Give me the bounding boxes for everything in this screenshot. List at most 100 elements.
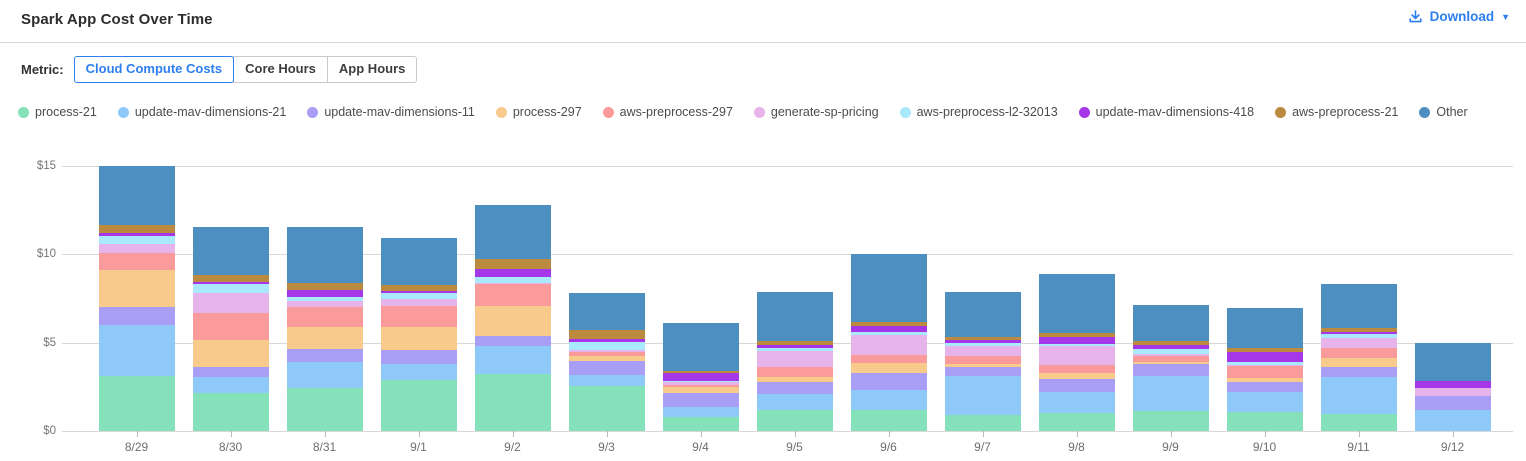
bar-segment-update-mav-dimensions-418[interactable] — [756, 345, 833, 348]
bar-segment-process-297[interactable] — [380, 326, 457, 351]
bar-segment-generate-sp-pricing[interactable] — [1226, 364, 1303, 366]
bar-segment-aws-preprocess-297[interactable] — [944, 355, 1021, 365]
bar-segment-aws-preprocess-l2-32013[interactable] — [1038, 344, 1115, 346]
bar-segment-generate-sp-pricing[interactable] — [1038, 345, 1115, 365]
bar-segment-process-297[interactable] — [1132, 361, 1209, 365]
bar-8-31[interactable] — [286, 227, 363, 431]
bar-segment-process-21[interactable] — [192, 393, 269, 431]
bar-segment-aws-preprocess-l2-32013[interactable] — [474, 276, 551, 284]
bar-segment-generate-sp-pricing[interactable] — [944, 345, 1021, 356]
bar-segment-update-mav-dimensions-21[interactable] — [1132, 375, 1209, 412]
bar-9-4[interactable] — [662, 322, 739, 431]
bar-segment-other[interactable] — [568, 293, 645, 330]
download-button[interactable]: Download ▼ — [1408, 9, 1510, 24]
bar-segment-update-mav-dimensions-418[interactable] — [286, 289, 363, 297]
bar-segment-other[interactable] — [1414, 342, 1491, 382]
bar-segment-process-297[interactable] — [98, 270, 175, 307]
bar-segment-aws-preprocess-297[interactable] — [474, 284, 551, 307]
bar-segment-aws-preprocess-21[interactable] — [568, 329, 645, 339]
bar-segment-process-21[interactable] — [474, 374, 551, 431]
bar-segment-update-mav-dimensions-11[interactable] — [192, 366, 269, 377]
bar-9-10[interactable] — [1226, 308, 1303, 431]
bar-segment-aws-preprocess-l2-32013[interactable] — [1132, 349, 1209, 355]
bar-segment-process-297[interactable] — [286, 326, 363, 349]
bar-segment-process-297[interactable] — [662, 387, 739, 394]
bar-segment-update-mav-dimensions-11[interactable] — [850, 373, 927, 391]
bar-segment-update-mav-dimensions-21[interactable] — [474, 346, 551, 375]
bar-segment-generate-sp-pricing[interactable] — [568, 350, 645, 353]
bar-segment-aws-preprocess-l2-32013[interactable] — [1226, 361, 1303, 365]
bar-segment-aws-preprocess-21[interactable] — [474, 259, 551, 270]
bar-segment-process-21[interactable] — [98, 376, 175, 431]
bar-segment-update-mav-dimensions-418[interactable] — [1226, 352, 1303, 362]
bar-9-1[interactable] — [380, 237, 457, 431]
legend-item-aws-preprocess-297[interactable]: aws-preprocess-297 — [602, 105, 733, 119]
bar-segment-update-mav-dimensions-11[interactable] — [756, 381, 833, 395]
bar-segment-update-mav-dimensions-11[interactable] — [944, 366, 1021, 376]
bar-segment-update-mav-dimensions-418[interactable] — [944, 340, 1021, 344]
bar-segment-aws-preprocess-297[interactable] — [756, 366, 833, 377]
bar-9-6[interactable] — [850, 254, 927, 431]
bar-segment-other[interactable] — [662, 322, 739, 371]
bar-segment-aws-preprocess-21[interactable] — [850, 321, 927, 326]
bar-segment-process-21[interactable] — [756, 409, 833, 431]
metric-tab-core-hours[interactable]: Core Hours — [233, 56, 328, 83]
bar-segment-update-mav-dimensions-418[interactable] — [192, 281, 269, 285]
bar-segment-update-mav-dimensions-21[interactable] — [1226, 392, 1303, 413]
legend-item-other[interactable]: Other — [1419, 105, 1468, 119]
bar-segment-process-21[interactable] — [286, 388, 363, 431]
legend-item-update-mav-dimensions-418[interactable]: update-mav-dimensions-418 — [1078, 105, 1254, 119]
bar-segment-aws-preprocess-l2-32013[interactable] — [756, 347, 833, 352]
bar-segment-update-mav-dimensions-418[interactable] — [568, 338, 645, 343]
bar-segment-update-mav-dimensions-11[interactable] — [1414, 395, 1491, 411]
bar-segment-generate-sp-pricing[interactable] — [380, 299, 457, 306]
bar-segment-update-mav-dimensions-11[interactable] — [1320, 366, 1397, 377]
bar-9-11[interactable] — [1320, 284, 1397, 431]
bar-segment-process-297[interactable] — [568, 355, 645, 362]
bar-segment-generate-sp-pricing[interactable] — [98, 243, 175, 253]
bar-9-2[interactable] — [474, 204, 551, 431]
bar-segment-update-mav-dimensions-21[interactable] — [662, 406, 739, 417]
bar-segment-update-mav-dimensions-21[interactable] — [756, 394, 833, 410]
bar-segment-generate-sp-pricing[interactable] — [850, 335, 927, 356]
bar-segment-update-mav-dimensions-418[interactable] — [474, 269, 551, 277]
bar-segment-aws-preprocess-297[interactable] — [1132, 355, 1209, 362]
bar-segment-aws-preprocess-l2-32013[interactable] — [662, 380, 739, 383]
bar-segment-generate-sp-pricing[interactable] — [756, 351, 833, 367]
bar-segment-update-mav-dimensions-418[interactable] — [1132, 345, 1209, 350]
bar-segment-other[interactable] — [98, 165, 175, 226]
bar-segment-aws-preprocess-l2-32013[interactable] — [380, 293, 457, 300]
bar-segment-aws-preprocess-297[interactable] — [850, 355, 927, 364]
bar-segment-aws-preprocess-l2-32013[interactable] — [1320, 334, 1397, 339]
legend-item-update-mav-dimensions-21[interactable]: update-mav-dimensions-21 — [117, 105, 286, 119]
bar-segment-aws-preprocess-l2-32013[interactable] — [286, 296, 363, 301]
bar-9-3[interactable] — [568, 293, 645, 431]
bar-segment-process-21[interactable] — [662, 416, 739, 431]
bar-segment-update-mav-dimensions-11[interactable] — [1226, 381, 1303, 393]
bar-segment-process-297[interactable] — [1038, 373, 1115, 380]
bar-segment-update-mav-dimensions-21[interactable] — [850, 390, 927, 410]
bar-segment-aws-preprocess-l2-32013[interactable] — [98, 236, 175, 244]
bar-segment-aws-preprocess-l2-32013[interactable] — [944, 343, 1021, 346]
bar-8-30[interactable] — [192, 227, 269, 431]
bar-segment-other[interactable] — [1226, 308, 1303, 349]
bar-segment-aws-preprocess-297[interactable] — [568, 352, 645, 356]
bar-segment-other[interactable] — [380, 237, 457, 285]
bar-segment-other[interactable] — [944, 292, 1021, 337]
bar-segment-generate-sp-pricing[interactable] — [192, 292, 269, 314]
bar-segment-update-mav-dimensions-21[interactable] — [1414, 410, 1491, 431]
bar-segment-aws-preprocess-297[interactable] — [1320, 347, 1397, 358]
bar-segment-other[interactable] — [1038, 274, 1115, 334]
bar-segment-update-mav-dimensions-21[interactable] — [944, 375, 1021, 415]
bar-segment-aws-preprocess-297[interactable] — [662, 384, 739, 388]
bar-segment-aws-preprocess-21[interactable] — [1226, 348, 1303, 353]
bar-segment-process-297[interactable] — [474, 306, 551, 337]
bar-segment-update-mav-dimensions-418[interactable] — [1038, 336, 1115, 345]
legend-item-generate-sp-pricing[interactable]: generate-sp-pricing — [753, 105, 879, 119]
bar-segment-update-mav-dimensions-21[interactable] — [192, 376, 269, 394]
metric-tab-app-hours[interactable]: App Hours — [326, 56, 418, 83]
bar-segment-update-mav-dimensions-418[interactable] — [380, 291, 457, 294]
bar-segment-aws-preprocess-21[interactable] — [1038, 333, 1115, 337]
bar-segment-update-mav-dimensions-21[interactable] — [380, 363, 457, 380]
bar-segment-process-297[interactable] — [850, 363, 927, 374]
